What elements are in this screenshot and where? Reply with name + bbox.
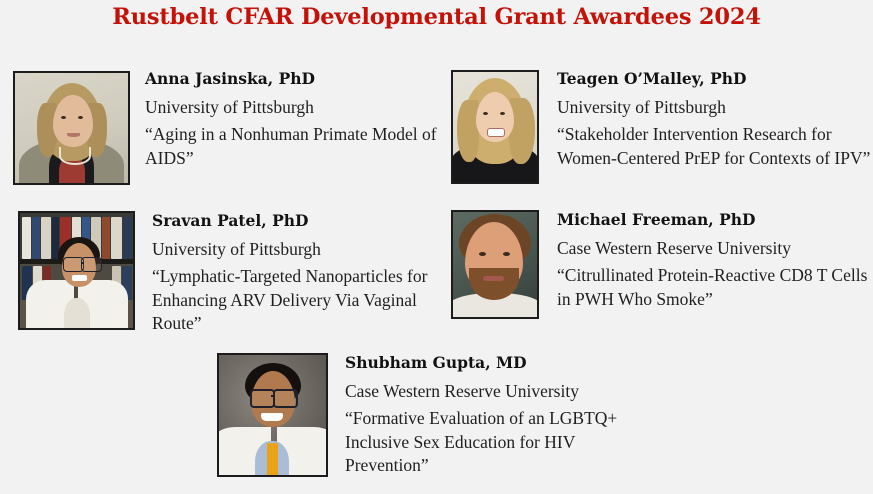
awardee-name: Anna Jasinska, PhD bbox=[145, 69, 315, 88]
awardee-project-title: “Formative Evaluation of an LGBTQ+ Inclu… bbox=[345, 408, 618, 475]
portrait-photo-shubham-gupta bbox=[217, 353, 328, 477]
awardee-name: Shubham Gupta, MD bbox=[345, 353, 527, 372]
page-title: Rustbelt CFAR Developmental Grant Awarde… bbox=[112, 4, 761, 30]
portrait-photo-teagen-omalley bbox=[451, 70, 539, 184]
awardee-details-freeman: Michael Freeman, PhD Case Western Reserv… bbox=[557, 210, 873, 311]
portrait-photo-anna-jasinska bbox=[13, 71, 130, 185]
awardee-affiliation: Case Western Reserve University bbox=[345, 381, 579, 401]
awardee-project-title: “Citrullinated Protein-Reactive CD8 T Ce… bbox=[557, 265, 868, 309]
awardee-project-title: “Stakeholder Intervention Research for W… bbox=[557, 124, 871, 168]
awardee-details-gupta: Shubham Gupta, MD Case Western Reserve U… bbox=[345, 353, 635, 478]
awardee-name: Teagen O’Malley, PhD bbox=[557, 69, 747, 88]
awardee-project-title: “Aging in a Nonhuman Primate Model of AI… bbox=[145, 124, 437, 168]
portrait-photo-michael-freeman bbox=[451, 210, 539, 319]
awardee-affiliation: Case Western Reserve University bbox=[557, 238, 791, 258]
awardee-details-omalley: Teagen O’Malley, PhD University of Pitts… bbox=[557, 69, 873, 170]
awardee-name: Michael Freeman, PhD bbox=[557, 210, 756, 229]
awardee-affiliation: University of Pittsburgh bbox=[145, 97, 314, 117]
awardee-details-jasinska: Anna Jasinska, PhD University of Pittsbu… bbox=[145, 69, 445, 170]
awardee-affiliation: University of Pittsburgh bbox=[152, 239, 321, 259]
awardee-affiliation: University of Pittsburgh bbox=[557, 97, 726, 117]
awardee-project-title: “Lymphatic-Targeted Nanoparticles for En… bbox=[152, 266, 428, 333]
awardee-details-patel: Sravan Patel, PhD University of Pittsbur… bbox=[152, 211, 452, 336]
awardee-name: Sravan Patel, PhD bbox=[152, 211, 309, 230]
portrait-photo-sravan-patel bbox=[18, 211, 135, 330]
